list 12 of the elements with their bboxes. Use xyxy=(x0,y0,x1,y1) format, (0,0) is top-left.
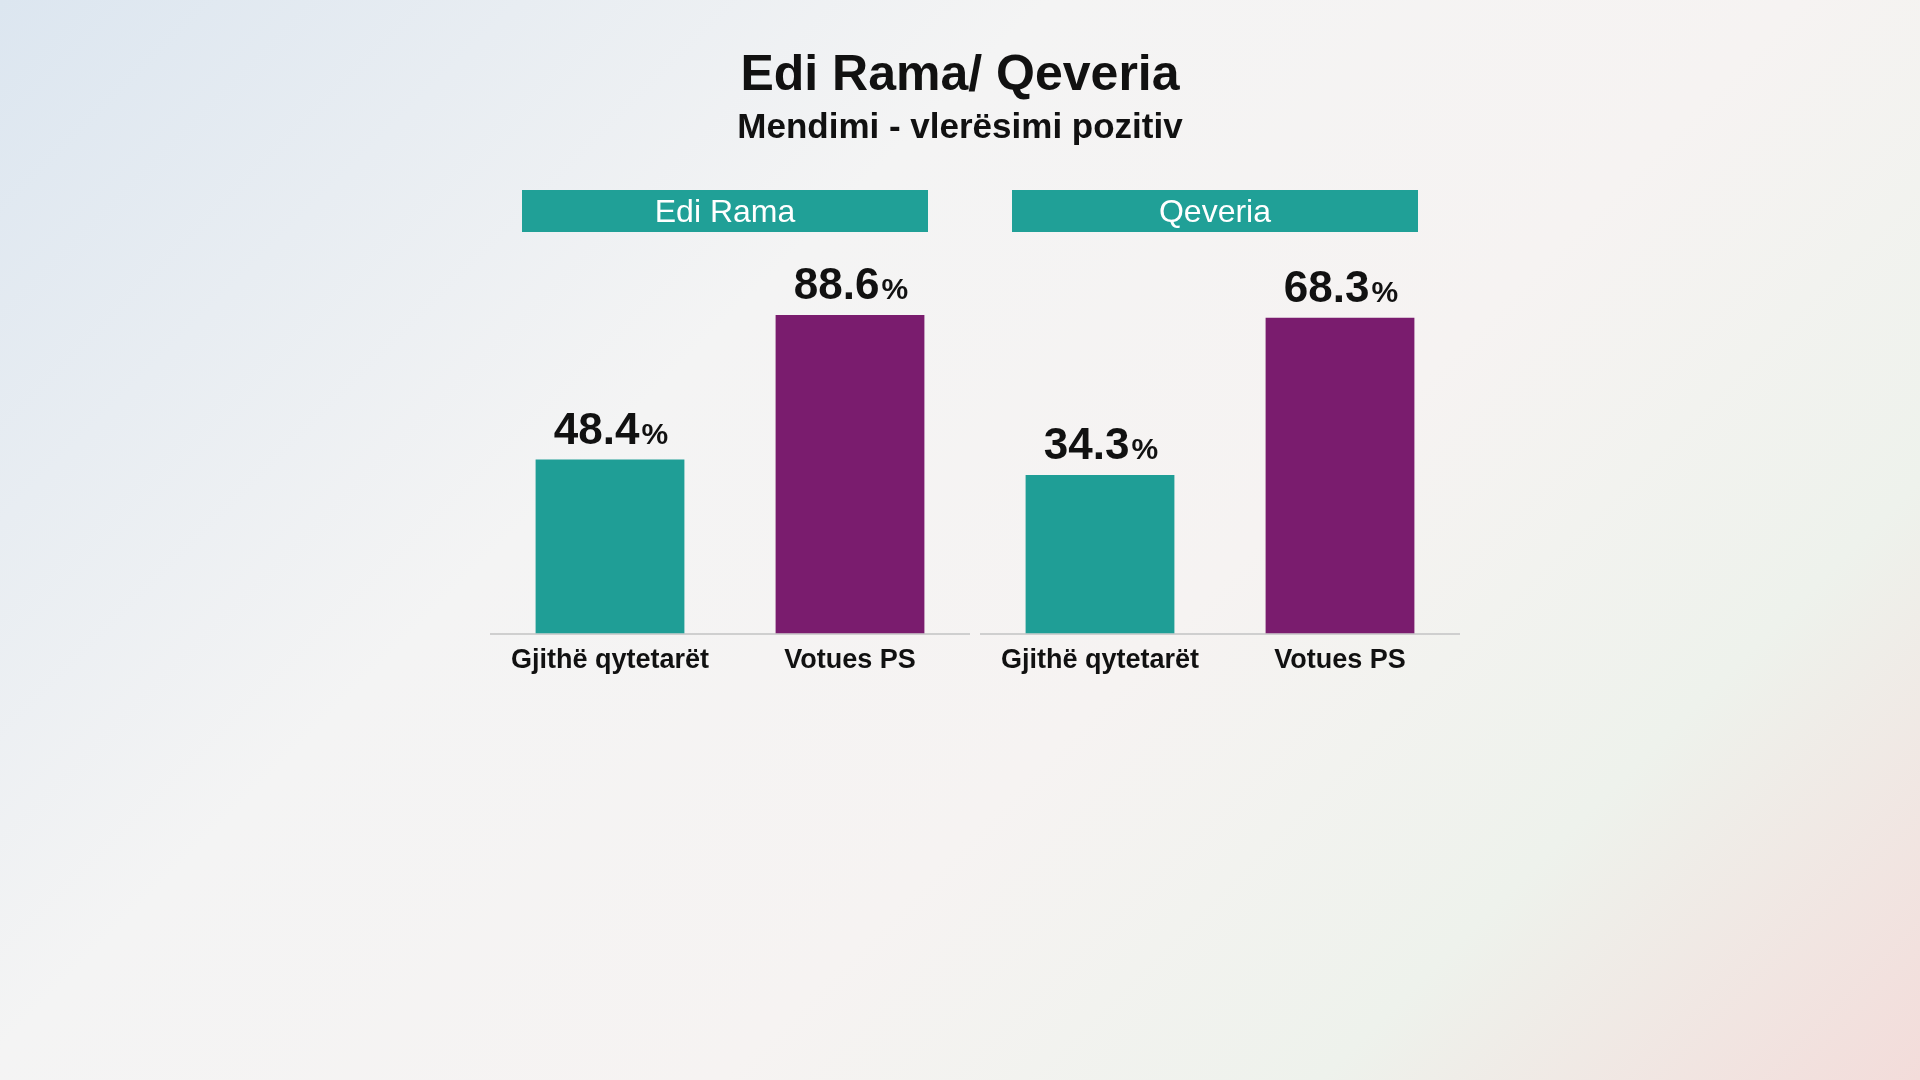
text: Edi Rama/ Qeveria xyxy=(739,44,1181,102)
x-tick-label: Gjithë qytetarët xyxy=(1000,644,1200,675)
data-label: 88.6% xyxy=(793,259,909,309)
chart-title: Edi Rama xyxy=(522,190,928,232)
data-label: 68.3% xyxy=(1283,261,1399,311)
x-tick-label: Gjithë qytetarët xyxy=(510,644,710,675)
text: Mendimi - vlerësimi pozitiv xyxy=(736,106,1184,146)
x-tick-label: Votues PS xyxy=(1274,644,1406,675)
chart-title: Qeveria xyxy=(1012,190,1418,232)
x-tick-label: Votues PS xyxy=(784,644,916,675)
data-label: 34.3% xyxy=(1043,419,1159,469)
data-label: 48.4% xyxy=(553,403,669,453)
